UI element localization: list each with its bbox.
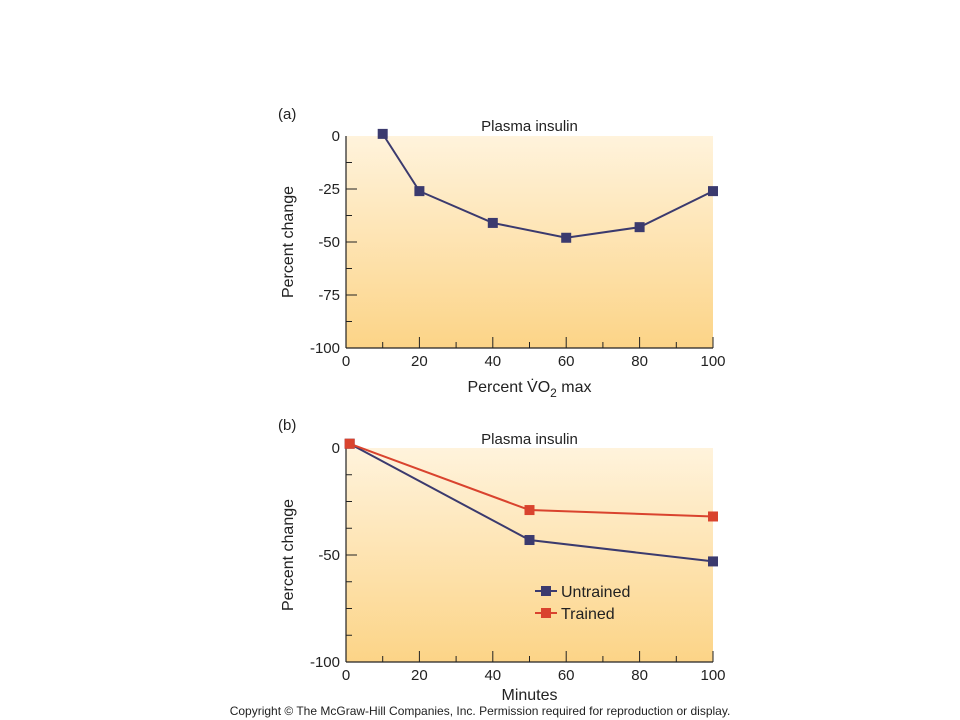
y-tick-label: -100 bbox=[310, 654, 340, 671]
x-tick-label: 20 bbox=[411, 667, 428, 684]
data-point bbox=[524, 505, 535, 516]
x-tick-label: 100 bbox=[700, 667, 725, 684]
legend-label: Untrained bbox=[561, 584, 630, 601]
data-point bbox=[414, 186, 425, 197]
legend-label: Trained bbox=[561, 606, 615, 623]
data-point bbox=[708, 511, 718, 522]
data-point bbox=[708, 556, 718, 567]
series-line-insulin bbox=[381, 133, 714, 239]
y-tick-label: -100 bbox=[310, 340, 340, 357]
x-tick-label: 60 bbox=[558, 667, 575, 684]
data-point bbox=[524, 535, 535, 546]
y-tick-label: -75 bbox=[318, 287, 340, 304]
x-tick-label: 20 bbox=[411, 353, 428, 370]
data-point bbox=[377, 128, 388, 139]
x-axis-label-suffix: max bbox=[557, 379, 592, 396]
x-tick-label: 0 bbox=[342, 667, 350, 684]
x-axis-label-subscript: 2 bbox=[550, 386, 557, 400]
x-tick-label: 60 bbox=[558, 353, 575, 370]
x-tick-label: 80 bbox=[631, 667, 648, 684]
plot-background bbox=[346, 136, 713, 348]
data-point bbox=[634, 222, 645, 233]
data-point bbox=[561, 232, 572, 243]
panel-letter: (a) bbox=[278, 106, 296, 123]
y-tick-label: 0 bbox=[332, 440, 340, 457]
data-point bbox=[487, 217, 498, 228]
y-axis-label: Percent change bbox=[280, 186, 297, 298]
x-axis-label-main: Percent V̇O bbox=[467, 378, 550, 396]
y-tick-label: -50 bbox=[318, 547, 340, 564]
chart-panel-a: 0 20 40 60 80 100 0 -25 -50 -75 -100 (a) Plasma insu… bbox=[278, 106, 726, 400]
chart-title: Plasma insulin bbox=[481, 431, 578, 448]
x-tick-label: 100 bbox=[700, 353, 725, 370]
y-tick-label: 0 bbox=[332, 128, 340, 145]
x-tick-label: 80 bbox=[631, 353, 648, 370]
x-tick-label: 40 bbox=[484, 353, 501, 370]
y-axis-label: Percent change bbox=[280, 499, 297, 611]
copyright-notice: Copyright © The McGraw-Hill Companies, I… bbox=[229, 704, 731, 718]
x-tick-label: 40 bbox=[484, 667, 501, 684]
x-axis-label-main: Minutes bbox=[501, 687, 557, 704]
chart-title: Plasma insulin bbox=[481, 118, 578, 135]
legend: Untrained Trained bbox=[535, 584, 630, 623]
y-tick-label: -25 bbox=[318, 181, 340, 198]
data-point bbox=[708, 186, 718, 197]
chart-panel-b: 0 20 40 60 80 100 0 -50 -100 (b) Plasma insulin Per… bbox=[278, 417, 726, 704]
x-axis-label: Percent V̇O2 max bbox=[467, 378, 591, 400]
y-tick-label: -50 bbox=[318, 234, 340, 251]
legend-marker bbox=[541, 586, 551, 596]
x-tick-label: 0 bbox=[342, 353, 350, 370]
panel-letter: (b) bbox=[278, 417, 296, 434]
data-point bbox=[344, 438, 355, 449]
x-axis-label: Minutes bbox=[501, 687, 557, 704]
legend-marker bbox=[541, 608, 551, 618]
